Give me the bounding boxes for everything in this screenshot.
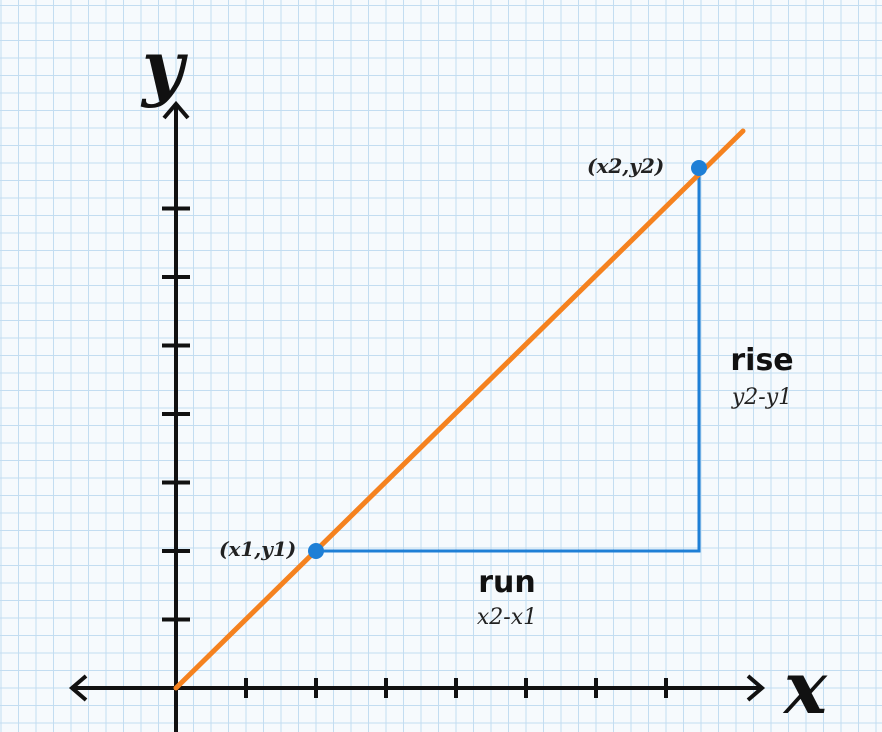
run-label: run xyxy=(478,565,536,600)
y-axis-title: y xyxy=(140,24,188,109)
rise-run-guide-lines xyxy=(316,168,701,553)
x-axis-ticks xyxy=(244,678,668,698)
slope-line xyxy=(173,128,746,691)
point-2-marker xyxy=(691,160,707,176)
rise-label: rise xyxy=(730,343,793,378)
rise-formula: y2-y1 xyxy=(731,385,792,410)
x-axis-right-arrow-icon xyxy=(746,674,766,702)
y-axis-ticks xyxy=(162,206,190,622)
y-axis-up-arrow-icon xyxy=(162,100,190,120)
axes xyxy=(68,100,766,732)
run-formula: x2-x1 xyxy=(477,605,537,630)
point-2-label: (x2,y2) xyxy=(587,154,664,178)
point-1-label: (x1,y1) xyxy=(219,537,296,561)
x-axis-title: x xyxy=(782,645,828,730)
point-1-marker xyxy=(308,543,324,559)
x-axis-left-arrow-icon xyxy=(68,674,88,702)
